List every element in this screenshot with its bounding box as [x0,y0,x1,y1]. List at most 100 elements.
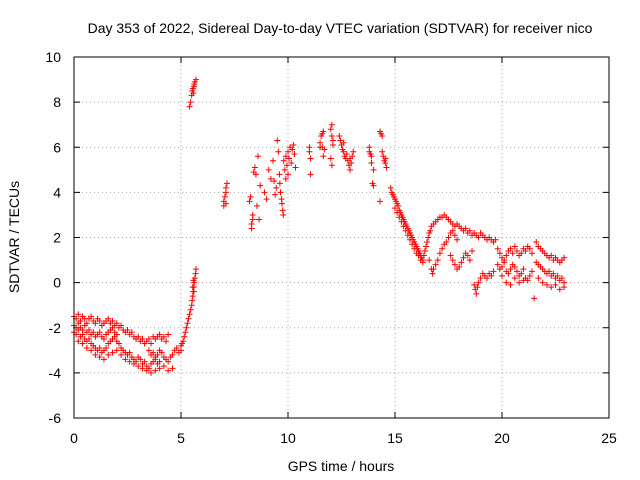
data-point [499,272,505,279]
data-point [370,166,377,173]
data-point [379,132,386,139]
data-point [192,76,199,83]
data-point [328,162,335,169]
data-point [443,239,450,246]
data-point [96,317,103,324]
y-tick-label: 2 [53,230,61,246]
data-point [265,166,272,173]
data-point [154,351,161,358]
data-point [561,254,568,261]
data-point [135,363,142,370]
data-point [252,171,259,178]
grid-layer [74,57,609,418]
data-point [539,279,546,286]
data-point [113,331,120,338]
data-point [165,358,172,365]
x-tick-label: 15 [387,430,403,446]
data-point [75,338,82,345]
data-point [141,358,148,365]
data-point [281,166,288,173]
data-point [348,160,355,167]
data-point [548,252,555,259]
data-point [423,243,430,250]
data-point [150,349,157,356]
data-point [328,132,335,139]
y-tick-label: 6 [53,139,61,155]
data-point [169,351,176,358]
data-point [531,295,538,302]
data-point [83,345,90,352]
data-point [469,248,476,255]
data-point [466,227,473,234]
data-point [475,234,482,241]
data-point [156,331,163,338]
data-point [409,241,416,248]
data-point [396,214,403,221]
data-point [456,263,463,270]
data-point [464,252,471,259]
data-point [186,103,193,110]
data-point [282,153,289,160]
data-point [285,171,291,178]
data-point [526,272,533,279]
data-point [368,153,375,160]
data-point [507,266,514,273]
data-point [115,340,122,347]
data-point [392,205,398,212]
data-point [494,245,501,252]
data-point [516,279,523,286]
data-point [256,216,263,223]
data-point [558,275,565,282]
data-point [432,261,439,268]
data-point [499,263,505,270]
y-axis-label: SDTVAR / TECUs [6,181,22,293]
data-point [156,358,163,365]
data-point [190,277,197,284]
data-point [377,198,384,205]
data-point [275,148,282,155]
data-point [124,327,131,334]
data-point [109,317,116,324]
data-point [274,137,281,144]
data-point [382,155,389,162]
data-point [533,239,540,246]
data-point [320,128,327,135]
data-point [462,225,469,232]
data-point [182,329,189,336]
data-point [292,164,299,171]
data-point [103,345,110,352]
data-point [291,151,298,158]
data-point [329,141,336,148]
data-point [520,266,527,273]
data-point [248,220,255,227]
chart-title: Day 353 of 2022, Sidereal Day-to-day VTE… [88,20,593,36]
data-point [283,162,290,169]
data-point [488,272,495,279]
data-point [184,320,191,327]
data-point [307,155,314,162]
data-point [556,286,563,293]
data-point [421,248,428,255]
data-point [105,351,112,358]
data-point [503,279,510,286]
data-point [490,268,497,275]
y-tick-label: -2 [49,320,62,336]
data-point [130,360,137,367]
data-point [327,126,334,133]
data-point [548,284,555,291]
data-point [221,193,228,200]
data-point [190,288,197,295]
x-axis-label: GPS time / hours [288,458,395,474]
data-point [477,275,484,282]
data-point [528,268,535,275]
data-point [158,349,165,356]
data-point [336,132,343,139]
data-points [71,76,568,376]
data-point [347,155,354,162]
data-point [224,180,231,187]
data-point [509,250,516,257]
y-tick-label: 8 [53,94,61,110]
data-point [257,182,264,189]
x-tick-label: 5 [177,430,185,446]
data-point [439,245,446,252]
